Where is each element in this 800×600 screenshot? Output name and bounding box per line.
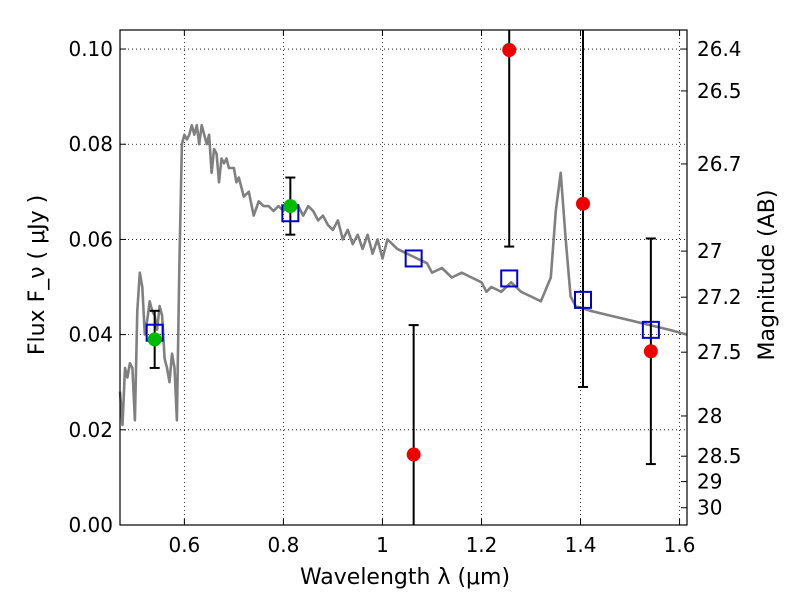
model-sed-line bbox=[118, 123, 688, 427]
y-tick-label: 0.10 bbox=[68, 37, 113, 61]
x-tick-label: 1.2 bbox=[466, 533, 498, 557]
nondetection-point bbox=[576, 196, 591, 211]
tick-label-layer: 0.6 0.8 1 1.2 1.4 1.6 0.00 0.02 0.04 0.06 0.08 0.10… bbox=[68, 37, 741, 557]
x-tick-label: 0.8 bbox=[268, 533, 300, 557]
x-axis-label: Wavelength λ (μm) bbox=[300, 565, 510, 590]
x-tick-label: 0.6 bbox=[168, 533, 200, 557]
y2-tick-label: 27 bbox=[697, 239, 722, 263]
y2-tick-label: 26.7 bbox=[697, 152, 742, 176]
x-tick-label: 1.4 bbox=[565, 533, 597, 557]
y-tick-label: 0.04 bbox=[68, 323, 113, 347]
y2-tick-label: 29 bbox=[697, 470, 722, 494]
y-tick-label: 0.02 bbox=[68, 418, 113, 442]
model-photometry-point bbox=[500, 269, 519, 288]
nondetection-point bbox=[643, 344, 658, 359]
model-sed-layer bbox=[118, 123, 688, 427]
nondetection-point bbox=[406, 447, 421, 462]
model-photometry-point bbox=[404, 249, 423, 268]
y2-tick-label: 27.5 bbox=[697, 340, 742, 364]
nondetection-point bbox=[502, 42, 517, 57]
y2-tick-label: 26.4 bbox=[697, 37, 742, 61]
y-axis-label: Flux F_ν ( μJy ) bbox=[25, 195, 50, 355]
y-tick-label: 0.08 bbox=[68, 132, 113, 156]
y2-tick-label: 28.5 bbox=[697, 444, 742, 468]
tick-layer bbox=[120, 30, 687, 526]
y-tick-label: 0.06 bbox=[68, 227, 113, 251]
model-photometry-point bbox=[574, 290, 593, 309]
model-photometry-point bbox=[641, 320, 660, 339]
y2-tick-label: 26.5 bbox=[697, 79, 742, 103]
y2-tick-label: 30 bbox=[697, 496, 722, 520]
y2-tick-label: 28 bbox=[697, 404, 722, 428]
y2-axis-label: Magnitude (AB) bbox=[755, 190, 780, 361]
detection-point bbox=[147, 332, 162, 347]
x-tick-label: 1 bbox=[376, 533, 389, 557]
errorbar-layer bbox=[149, 30, 656, 525]
detection-point bbox=[283, 199, 298, 214]
y-tick-label: 0.00 bbox=[68, 513, 113, 537]
x-tick-label: 1.6 bbox=[664, 533, 696, 557]
plot-frame bbox=[119, 29, 688, 526]
marker-layer bbox=[145, 42, 660, 462]
y2-tick-label: 27.2 bbox=[697, 285, 742, 309]
